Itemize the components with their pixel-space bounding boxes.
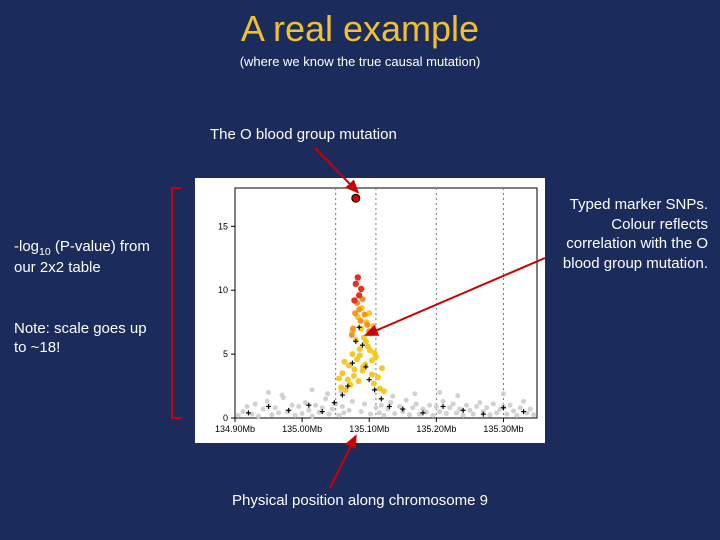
chart-panel xyxy=(195,178,545,443)
scale-note: Note: scale goes up to ~18! xyxy=(14,320,159,358)
arrow-bottom xyxy=(330,436,356,488)
y-bracket xyxy=(172,188,182,418)
slide-subtitle: (where we know the true causal mutation) xyxy=(0,54,720,69)
right-annotation: Typed marker SNPs. Colour reflects corre… xyxy=(543,195,708,273)
ylabel-sub: 10 xyxy=(39,246,51,258)
top-annotation: The O blood group mutation xyxy=(210,126,397,143)
x-axis-annotation: Physical position along chromosome 9 xyxy=(0,492,720,509)
y-axis-annotation: -log10 (P-value) from our 2x2 table xyxy=(14,238,159,278)
ylabel-pre: -log xyxy=(14,238,39,255)
slide-title: A real example xyxy=(0,8,720,50)
